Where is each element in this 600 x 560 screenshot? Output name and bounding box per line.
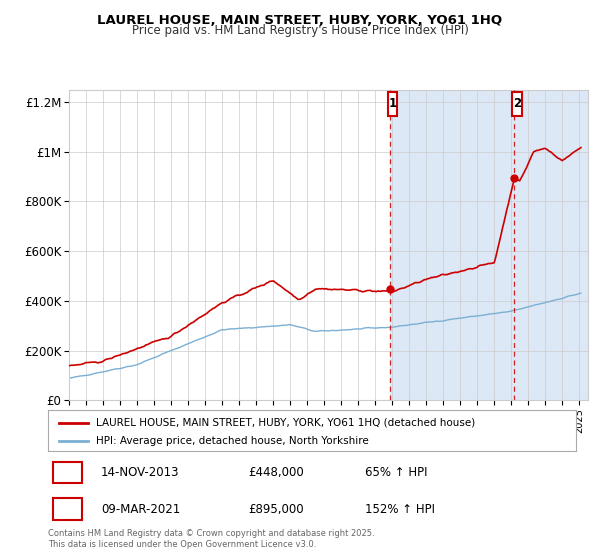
Bar: [388, 92, 397, 116]
Text: Price paid vs. HM Land Registry's House Price Index (HPI): Price paid vs. HM Land Registry's House …: [131, 24, 469, 36]
Text: 2: 2: [513, 97, 521, 110]
Text: 65% ↑ HPI: 65% ↑ HPI: [365, 466, 427, 479]
Text: 1: 1: [64, 466, 72, 479]
Text: 09-MAR-2021: 09-MAR-2021: [101, 502, 180, 516]
Text: 1: 1: [389, 97, 397, 110]
Text: 14-NOV-2013: 14-NOV-2013: [101, 466, 179, 479]
Bar: [53, 462, 82, 483]
Text: £895,000: £895,000: [248, 502, 304, 516]
Text: 2: 2: [64, 502, 72, 516]
Text: HPI: Average price, detached house, North Yorkshire: HPI: Average price, detached house, Nort…: [95, 436, 368, 446]
Text: Contains HM Land Registry data © Crown copyright and database right 2025.
This d: Contains HM Land Registry data © Crown c…: [48, 529, 374, 549]
Bar: [53, 498, 82, 520]
Text: LAUREL HOUSE, MAIN STREET, HUBY, YORK, YO61 1HQ: LAUREL HOUSE, MAIN STREET, HUBY, YORK, Y…: [97, 14, 503, 27]
Bar: [512, 92, 522, 116]
Bar: [514, 90, 588, 400]
Text: 152% ↑ HPI: 152% ↑ HPI: [365, 502, 435, 516]
Bar: [390, 90, 588, 400]
Text: £448,000: £448,000: [248, 466, 304, 479]
Text: LAUREL HOUSE, MAIN STREET, HUBY, YORK, YO61 1HQ (detached house): LAUREL HOUSE, MAIN STREET, HUBY, YORK, Y…: [95, 418, 475, 428]
